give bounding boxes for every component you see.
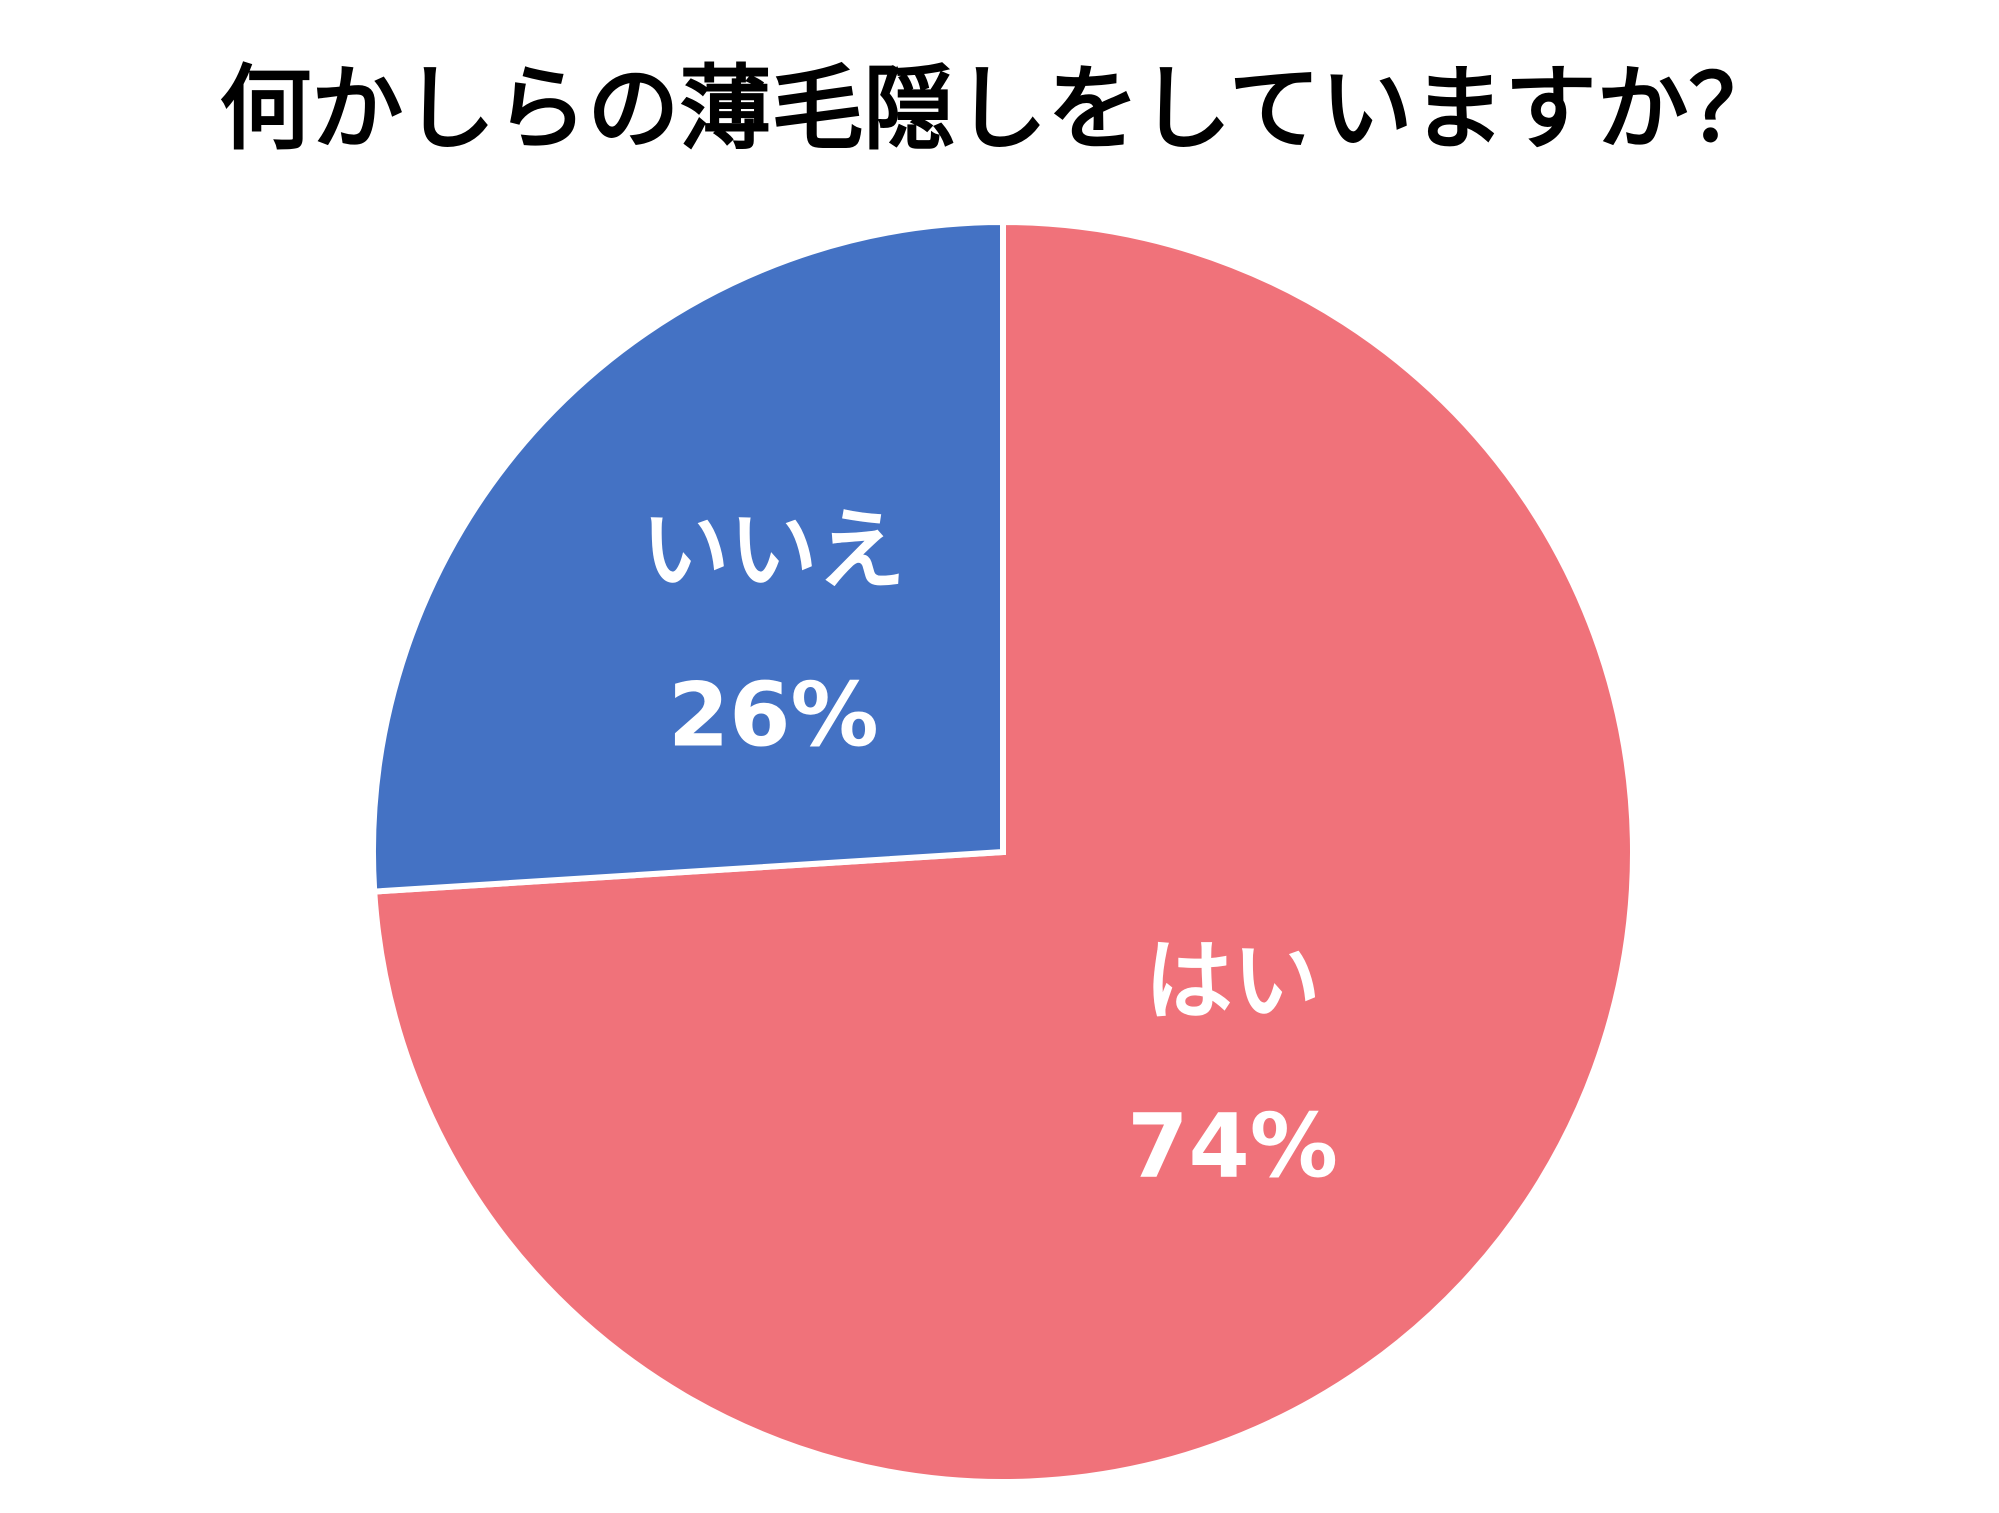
pie-slice bbox=[370, 218, 1006, 895]
slice-label: はい bbox=[1145, 930, 1321, 1033]
value-label: 74% bbox=[1127, 1095, 1338, 1198]
chart-title: 何かしらの薄毛隠しをしていますか？ bbox=[219, 55, 1780, 162]
value-label: 26% bbox=[668, 663, 879, 766]
slice-label: いいえ bbox=[641, 498, 905, 601]
